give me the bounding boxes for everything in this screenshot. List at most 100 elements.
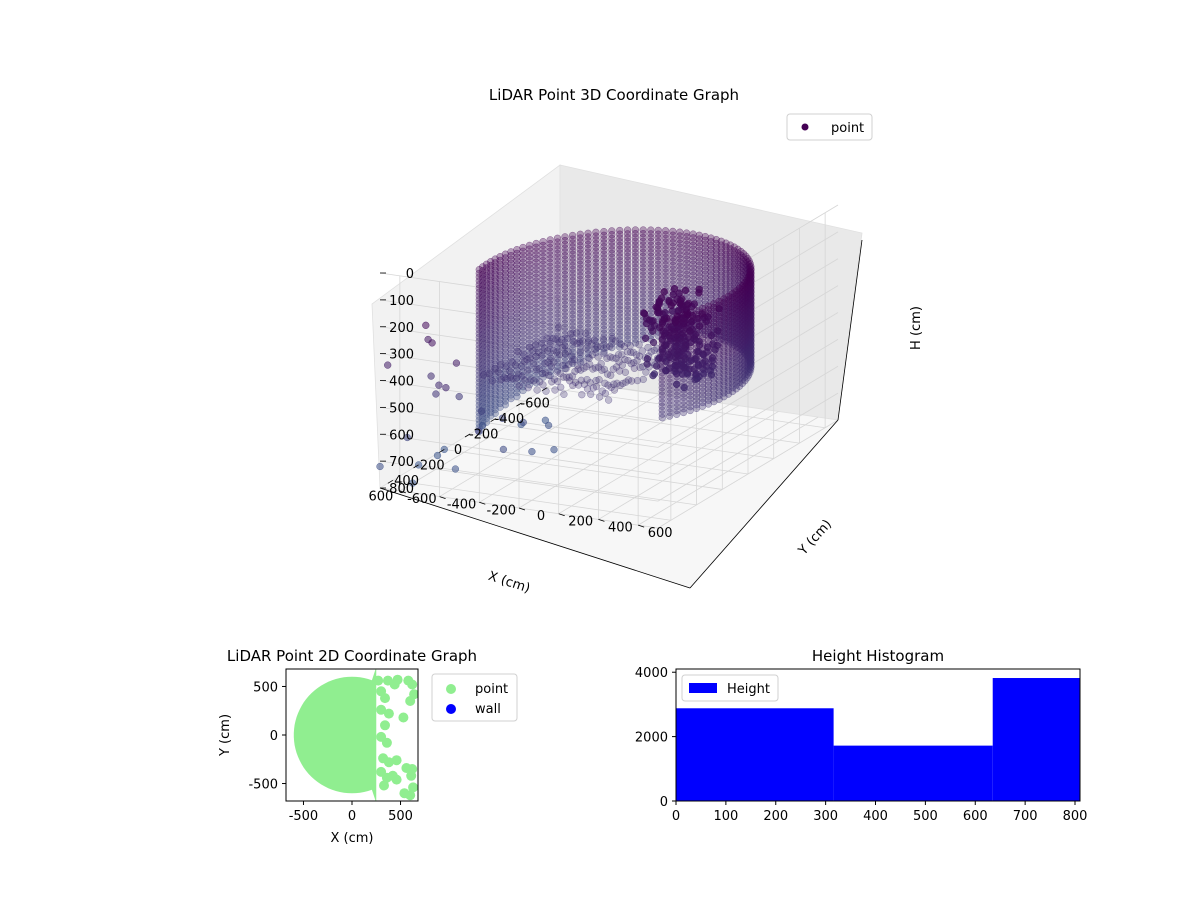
- chart-3d-point: [728, 320, 737, 328]
- chart-3d-point: [451, 465, 460, 473]
- chart-3d-point: [384, 361, 392, 369]
- chart-3d-gridline-z-left: [657, 339, 839, 448]
- chart-3d-point: [545, 371, 553, 379]
- chart-3d-gridline-z-right: [379, 299, 659, 341]
- chart-3d-y-tick-label: 200: [568, 515, 593, 530]
- chart-3d-legend: point: [786, 113, 873, 141]
- chart-3d-gridline-y-floor: [598, 411, 779, 520]
- chart-3d-point: [728, 290, 737, 298]
- chart-3d-point: [726, 271, 734, 279]
- chart-3d-point: [547, 362, 555, 371]
- chart-3d-point: [728, 353, 737, 362]
- chart-3d-point: [432, 390, 440, 398]
- chart-3d-point: [722, 239, 730, 247]
- chart-histogram: Height Histogram 0 100 200 300 400 500 600 700 8…: [635, 647, 1088, 824]
- chart-3d-point: [726, 264, 734, 272]
- chart-3d-point: [724, 296, 733, 304]
- chart-3d-gridline-y-floor: [479, 393, 660, 503]
- chart-3d-point: [722, 254, 730, 262]
- chart-3d-point: [598, 366, 606, 374]
- chart-2d-point: [399, 788, 410, 799]
- chart-3d-point: [422, 321, 430, 329]
- chart-3d-point: [695, 246, 703, 255]
- chart-3d-point: [588, 351, 596, 359]
- chart-3d-point: [573, 339, 581, 348]
- chart-3d-point: [497, 361, 505, 369]
- chart-3d-gridline-z-left: [657, 365, 839, 475]
- chart-3d-point: [724, 311, 733, 319]
- chart-3d-point: [695, 269, 703, 277]
- chart-3d-z-tick-label: 500: [389, 401, 414, 416]
- chart-3d-point: [734, 245, 742, 253]
- chart-3d-point: [616, 381, 624, 390]
- chart-3d-point: [528, 447, 536, 456]
- chart-3d-point: [653, 304, 662, 312]
- chart-3d-point: [514, 347, 522, 356]
- chart-3d-point: [494, 368, 502, 376]
- chart-3d-point: [695, 242, 703, 251]
- chart-3d-point: [707, 264, 715, 272]
- chart-3d-point: [726, 241, 734, 249]
- chart-3d-point: [524, 384, 532, 392]
- chart-3d-point: [488, 377, 497, 385]
- histogram-x-tick-label: 500: [913, 809, 938, 824]
- chart-3d-point: [707, 253, 715, 261]
- chart-3d-point: [724, 337, 733, 346]
- chart-3d-point: [707, 290, 715, 299]
- chart-3d-point: [376, 462, 384, 471]
- histogram-x-tick-label: 400: [863, 809, 888, 824]
- chart-3d: LiDAR Point 3D Coordinate Graph -600-400…: [368, 86, 924, 596]
- chart-3d-point: [728, 312, 737, 320]
- chart-2d-legend-marker-wall: [446, 704, 456, 714]
- chart-3d-point: [707, 245, 715, 254]
- chart-3d-point: [730, 254, 738, 263]
- chart-3d-point: [695, 276, 703, 285]
- chart-3d-point: [728, 316, 737, 324]
- chart-3d-point: [558, 343, 567, 352]
- chart-2d-point: [383, 708, 394, 719]
- chart-3d-gridline-z-left: [657, 419, 839, 529]
- chart-3d-point: [738, 281, 747, 290]
- chart-2d-x-axis-label: X (cm): [331, 831, 374, 846]
- chart-3d-point: [582, 344, 590, 352]
- chart-3d-point: [728, 338, 737, 347]
- chart-3d-point: [726, 256, 734, 264]
- chart-3d-point: [722, 284, 730, 292]
- chart-3d-point: [665, 412, 674, 420]
- chart-3d-point: [728, 346, 737, 354]
- chart-3d-y-tick-label: -400: [447, 498, 477, 513]
- chart-3d-point: [442, 384, 450, 392]
- chart-3d-point: [681, 286, 690, 295]
- chart-2d-point: [407, 764, 418, 774]
- chart-3d-point: [728, 387, 737, 396]
- chart-3d-point: [427, 372, 435, 380]
- histogram-bar: [676, 708, 834, 801]
- chart-3d-point: [730, 247, 738, 255]
- chart-3d-point: [728, 293, 737, 302]
- chart-3d-gridline-z-left: [657, 392, 839, 502]
- chart-3d-z-tick-label: 200: [389, 321, 414, 336]
- chart-2d-point: [379, 780, 389, 791]
- chart-3d-point: [641, 334, 650, 342]
- chart-3d-point: [543, 347, 552, 355]
- chart-3d-point: [707, 238, 715, 246]
- chart-3d-point: [533, 386, 541, 394]
- chart-3d-point: [730, 269, 738, 278]
- chart-3d-point: [707, 268, 715, 276]
- chart-3d-point: [707, 272, 715, 280]
- histogram-legend: Height: [681, 674, 779, 702]
- chart-3d-point: [724, 345, 733, 353]
- histogram-x-tick-label: 600: [963, 809, 988, 824]
- chart-3d-point: [650, 346, 658, 354]
- chart-3d-point: [746, 260, 754, 268]
- chart-3d-point: [627, 348, 635, 356]
- chart-3d-point: [734, 256, 742, 265]
- chart-2d-point: [380, 720, 390, 731]
- chart-3d-point: [499, 445, 508, 454]
- chart-3d-point: [660, 288, 668, 296]
- chart-3d-point: [497, 375, 505, 384]
- chart-3d-point: [726, 252, 734, 261]
- chart-3d-point: [604, 396, 613, 404]
- chart-2d-points: [293, 669, 418, 801]
